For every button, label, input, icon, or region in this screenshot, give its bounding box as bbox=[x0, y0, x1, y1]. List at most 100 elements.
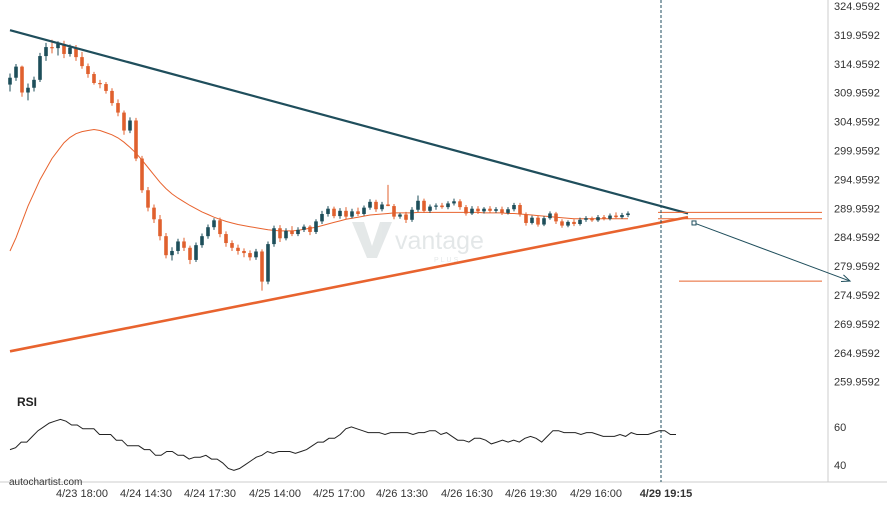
candle bbox=[332, 206, 336, 219]
candle-body bbox=[620, 215, 624, 218]
candle bbox=[194, 242, 198, 263]
candle bbox=[596, 215, 600, 222]
candle bbox=[206, 224, 210, 239]
candle-body bbox=[362, 207, 366, 214]
candle-body bbox=[236, 247, 240, 251]
price-tick-label: 279.9592 bbox=[834, 261, 880, 273]
candle bbox=[32, 76, 36, 92]
candle-body bbox=[266, 244, 270, 282]
price-tick-label: 319.9592 bbox=[834, 30, 880, 42]
candle bbox=[308, 225, 312, 236]
candle-body bbox=[464, 207, 468, 214]
candle-body bbox=[392, 206, 396, 217]
candle bbox=[104, 81, 108, 94]
vantage-logo-mark bbox=[352, 222, 392, 258]
candle-body bbox=[14, 66, 18, 78]
forecast-start-marker bbox=[691, 220, 697, 226]
candle-body bbox=[488, 208, 492, 211]
price-tick-label: 289.9592 bbox=[834, 203, 880, 215]
candle bbox=[440, 202, 444, 209]
candle bbox=[584, 216, 588, 222]
candle bbox=[518, 202, 522, 217]
candle bbox=[470, 206, 474, 216]
candle-body bbox=[494, 209, 498, 211]
price-tick-label: 324.9592 bbox=[834, 1, 880, 13]
candle-body bbox=[296, 229, 300, 235]
candle bbox=[320, 210, 324, 225]
candle bbox=[506, 207, 510, 215]
candle bbox=[554, 211, 558, 225]
candle-body bbox=[20, 66, 24, 93]
candle bbox=[362, 205, 366, 216]
candle bbox=[590, 216, 594, 222]
candle bbox=[434, 203, 438, 210]
candle-body bbox=[434, 205, 438, 207]
candle bbox=[368, 199, 372, 210]
candle-body bbox=[164, 236, 168, 256]
candle-body bbox=[182, 241, 186, 248]
candle-body bbox=[56, 43, 60, 49]
candle bbox=[20, 65, 24, 97]
candle-body bbox=[470, 208, 474, 214]
vantage-logo-text: vantage bbox=[395, 227, 484, 255]
candle bbox=[254, 248, 258, 260]
price-tick-label: 314.9592 bbox=[834, 59, 880, 71]
candle-body bbox=[398, 214, 402, 217]
candle-body bbox=[596, 217, 600, 221]
candle-body bbox=[284, 230, 288, 239]
candle bbox=[284, 228, 288, 241]
candle bbox=[200, 233, 204, 248]
time-tick-label: 4/24 14:30 bbox=[120, 488, 172, 500]
candle bbox=[398, 212, 402, 219]
candle-body bbox=[224, 234, 228, 244]
price-tick-label: 309.9592 bbox=[834, 88, 880, 100]
candle-body bbox=[158, 219, 162, 237]
candle-body bbox=[104, 84, 108, 91]
candle bbox=[602, 215, 606, 221]
candle-body bbox=[86, 66, 90, 75]
candle-body bbox=[446, 203, 450, 208]
candle bbox=[416, 195, 420, 212]
candle bbox=[476, 206, 480, 214]
candle-body bbox=[50, 47, 54, 49]
candle-body bbox=[344, 210, 348, 217]
candle bbox=[482, 207, 486, 214]
candle bbox=[350, 208, 354, 219]
price-tick-label: 269.9592 bbox=[834, 319, 880, 331]
candle bbox=[512, 202, 516, 212]
forecast-arrow-head bbox=[840, 274, 852, 282]
candle-body bbox=[428, 206, 432, 211]
candle-body bbox=[608, 215, 612, 219]
candle-body bbox=[260, 251, 264, 282]
rsi-tick-label: 60 bbox=[834, 422, 846, 434]
candle-body bbox=[518, 205, 522, 215]
candle bbox=[500, 206, 504, 216]
candle-body bbox=[314, 221, 318, 232]
candle bbox=[116, 99, 120, 117]
candle-body bbox=[584, 218, 588, 220]
candle-body bbox=[278, 228, 282, 239]
candle-body bbox=[320, 213, 324, 222]
candle-body bbox=[512, 205, 516, 210]
candle bbox=[152, 204, 156, 223]
candle bbox=[344, 207, 348, 220]
candle bbox=[224, 231, 228, 247]
candle bbox=[230, 240, 234, 251]
forecast-arrow-line bbox=[693, 222, 851, 282]
candle-body bbox=[572, 221, 576, 225]
candle bbox=[446, 201, 450, 210]
candle-body bbox=[368, 201, 372, 208]
candle bbox=[182, 237, 186, 251]
candle-body bbox=[140, 158, 144, 191]
candle bbox=[290, 226, 294, 237]
candle bbox=[80, 51, 84, 69]
autochartist-watermark: autochartist.com bbox=[9, 477, 82, 488]
candle-body bbox=[476, 208, 480, 212]
time-tick-label: 4/24 17:30 bbox=[184, 488, 236, 500]
candle-body bbox=[560, 221, 564, 226]
price-tick-label: 274.9592 bbox=[834, 290, 880, 302]
candle bbox=[338, 208, 342, 219]
price-tick-label: 259.9592 bbox=[834, 377, 880, 389]
candle bbox=[170, 247, 174, 261]
